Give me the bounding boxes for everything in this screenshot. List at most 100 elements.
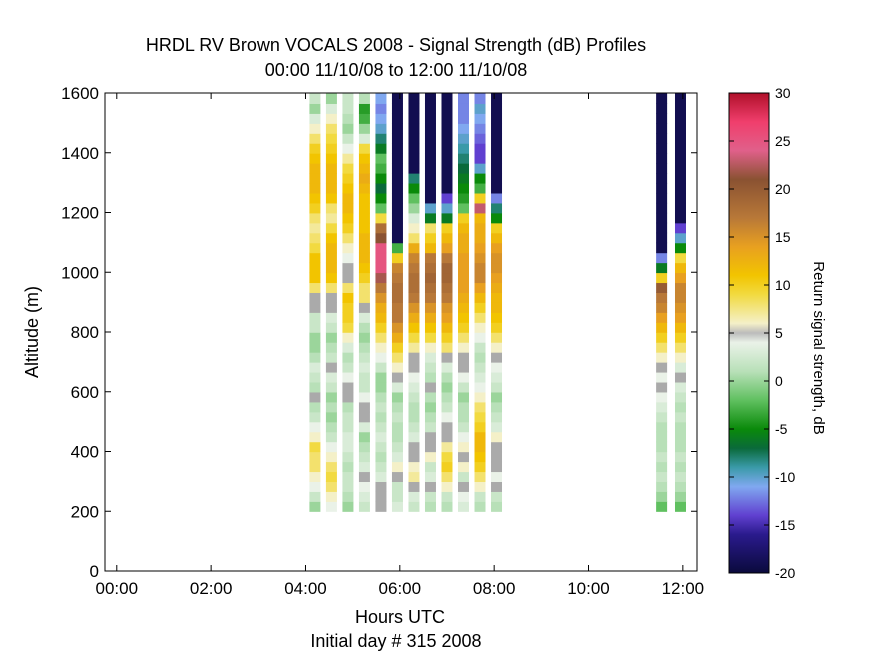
profile-cell xyxy=(656,123,668,134)
profile-cell xyxy=(656,441,668,453)
profile-cell xyxy=(358,342,370,353)
profile-cell xyxy=(358,332,370,343)
profile-cell xyxy=(458,113,469,124)
profile-cell xyxy=(342,173,354,184)
profile-cell xyxy=(408,262,420,274)
profile-cell xyxy=(408,232,420,244)
profile-cell xyxy=(424,93,436,104)
profile-cell xyxy=(474,153,486,164)
profile-cell xyxy=(325,481,337,492)
profile-cell xyxy=(358,163,370,174)
profile-cell xyxy=(441,93,453,104)
profile-cell xyxy=(391,262,403,274)
profile-cell xyxy=(342,292,354,303)
profile-cell xyxy=(325,501,337,512)
profile-cell xyxy=(458,212,469,224)
colorbar-tick-label: 15 xyxy=(775,229,791,245)
profile-cell xyxy=(391,391,403,403)
profile-cell xyxy=(391,362,403,373)
profile-cell xyxy=(656,371,668,383)
profile-cell xyxy=(656,212,668,224)
profile-cell xyxy=(358,461,370,473)
profile-cell xyxy=(441,182,453,194)
profile-cell xyxy=(325,262,337,274)
profile-cell xyxy=(391,212,403,224)
profile-cell xyxy=(674,93,686,104)
profile-cell xyxy=(458,262,469,274)
profile-cell xyxy=(441,292,453,303)
profile-cell xyxy=(342,362,354,373)
profile-cell xyxy=(656,471,668,483)
profile-cell xyxy=(358,153,370,164)
profile-cell xyxy=(441,481,453,492)
profile-cell xyxy=(408,491,420,502)
x-tick-label: 04:00 xyxy=(284,579,327,598)
profile-cell xyxy=(441,342,453,353)
profile-cell xyxy=(325,371,337,383)
profile-cell xyxy=(441,242,453,254)
profile-cell xyxy=(441,431,453,443)
profile-cell xyxy=(408,332,420,343)
profile-cell xyxy=(674,133,686,144)
profile-cell xyxy=(408,252,420,264)
colorbar xyxy=(728,92,770,574)
profile-cell xyxy=(491,431,503,443)
profile-cell xyxy=(441,451,453,463)
profile-cell xyxy=(309,242,321,254)
profile-cell xyxy=(474,232,486,244)
profile-cell xyxy=(309,371,321,383)
profile-cell xyxy=(424,421,436,433)
profile-cell xyxy=(491,272,503,284)
profile-cell xyxy=(375,143,387,154)
profile-cell xyxy=(391,242,403,254)
profile-cell xyxy=(491,471,503,483)
profile-cell xyxy=(474,381,486,393)
profile-cell xyxy=(358,173,370,184)
profile-cell xyxy=(458,192,469,204)
profile-cell xyxy=(458,202,469,214)
profile-cell xyxy=(441,501,453,512)
profile-cell xyxy=(441,322,453,333)
profile-cell xyxy=(309,381,321,393)
profile-cell xyxy=(309,421,321,433)
profile-cell xyxy=(375,431,387,443)
colorbar-tick-label: 0 xyxy=(775,373,783,389)
profile-cell xyxy=(656,252,668,264)
y-tick-label: 200 xyxy=(71,502,99,521)
profile-cell xyxy=(391,93,403,104)
profile-cell xyxy=(474,421,486,433)
profile-cell xyxy=(458,461,469,473)
profile-cell xyxy=(309,182,321,194)
profile-cell xyxy=(491,113,503,124)
profile-cell xyxy=(458,133,469,144)
profile-cell xyxy=(474,342,486,353)
profile-cell xyxy=(342,352,354,363)
profile-cell xyxy=(458,471,469,483)
profile-cell xyxy=(309,411,321,423)
profile-cell xyxy=(424,133,436,144)
profile-cells xyxy=(309,93,686,512)
profile-cell xyxy=(325,202,337,214)
profile-cell xyxy=(491,491,503,502)
profile-cell xyxy=(474,113,486,124)
profile-cell xyxy=(458,222,469,234)
profile-cell xyxy=(458,371,469,383)
profile-cell xyxy=(424,182,436,194)
profile-cell xyxy=(441,272,453,284)
profile-cell xyxy=(408,342,420,353)
profile-cell xyxy=(309,451,321,463)
profile-cell xyxy=(375,501,387,512)
profile-cell xyxy=(309,123,321,134)
profile-cell xyxy=(391,252,403,264)
profile-cell xyxy=(375,362,387,373)
profile-cell xyxy=(491,93,503,104)
profile-cell xyxy=(674,491,686,502)
profile-cell xyxy=(424,232,436,244)
profile-cell xyxy=(375,451,387,463)
profile-cell xyxy=(458,173,469,184)
profile-cell xyxy=(491,192,503,204)
profile-cell xyxy=(674,451,686,463)
colorbar-ticks: 30 25 20 15 10 5 0 -5 -10 -15 -20 xyxy=(729,85,795,581)
profile-cell xyxy=(325,222,337,234)
profile-cell xyxy=(342,401,354,413)
